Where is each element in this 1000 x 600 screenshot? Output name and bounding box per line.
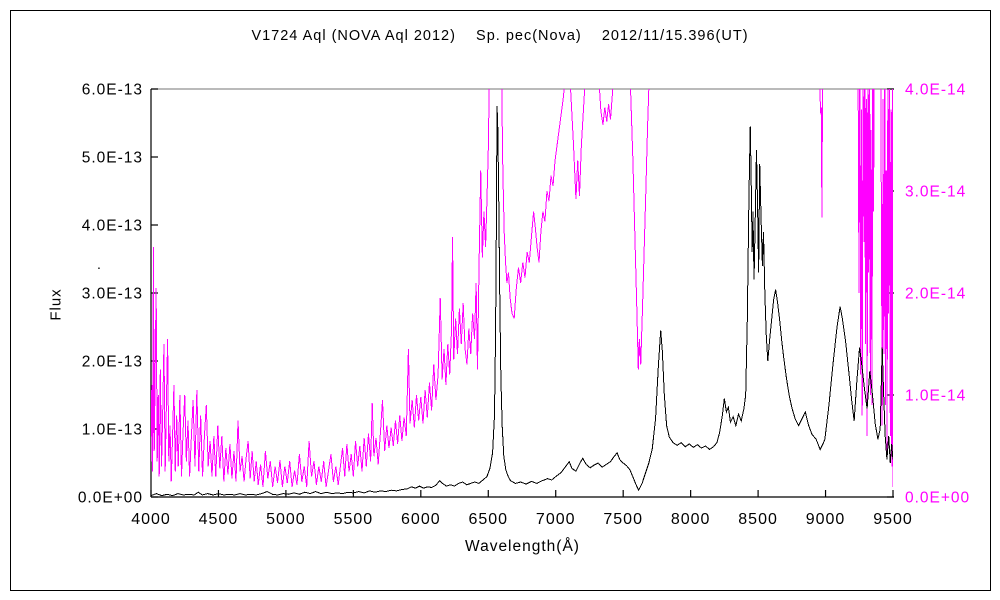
x-tick-label: 5500	[334, 511, 374, 528]
x-tick-label: 9500	[873, 511, 913, 528]
y-left-tick-label: 0.0E+00	[78, 490, 143, 507]
flux-spectrum-line	[151, 105, 893, 497]
x-tick-label: 5000	[266, 511, 306, 528]
y-left-tick-label: 6.0E-13	[82, 82, 143, 99]
x-tick-label: 7500	[603, 511, 643, 528]
x-tick-label: 6000	[401, 511, 441, 528]
y-right-tick-label: 4.0E-14	[905, 82, 966, 99]
y-right-tick-label: 2.0E-14	[905, 286, 966, 303]
reference-spectrum-line	[151, 89, 893, 487]
y-left-tick-label: 2.0E-13	[82, 354, 143, 371]
outer-border	[10, 10, 991, 591]
y-right-tick-label: 3.0E-14	[905, 184, 966, 201]
y-left-tick-label: 4.0E-13	[82, 218, 143, 235]
x-tick-label: 6500	[468, 511, 508, 528]
chart-title: V1724 Aql (NOVA Aql 2012) Sp. pec(Nova) …	[251, 28, 749, 44]
y-right-tick-label: 0.0E+00	[905, 490, 970, 507]
x-tick-label: 7000	[536, 511, 576, 528]
x-tick-label: 4500	[199, 511, 239, 528]
y-left-tick-label: 1.0E-13	[82, 422, 143, 439]
y-left-tick-label: 3.0E-13	[82, 286, 143, 303]
x-tick-label: 8500	[738, 511, 778, 528]
x-tick-label: 9000	[806, 511, 846, 528]
y-left-tick-label: 5.0E-13	[82, 150, 143, 167]
y-right-tick-label: 1.0E-14	[905, 388, 966, 405]
flux-label-dot: .	[97, 256, 102, 272]
x-tick-label: 4000	[131, 511, 171, 528]
x-axis-title: Wavelength(Å)	[465, 538, 580, 555]
x-tick-label: 8000	[671, 511, 711, 528]
